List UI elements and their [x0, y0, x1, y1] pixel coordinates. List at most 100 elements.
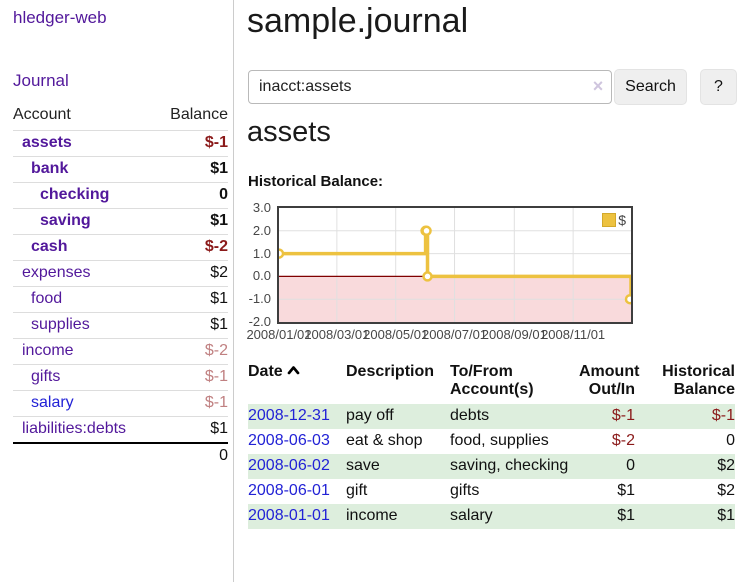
x-axis-tick-label: 2008/05/01: [363, 327, 429, 342]
account-link[interactable]: expenses: [22, 264, 91, 281]
register-column-header: Description: [346, 363, 435, 380]
transaction-balance: 0: [726, 432, 735, 449]
account-link[interactable]: saving: [40, 212, 91, 229]
account-balance: $-2: [155, 234, 228, 261]
sidebar-item-journal[interactable]: Journal: [13, 71, 69, 90]
legend-swatch-icon: [602, 213, 617, 227]
accounts-balance-table: Account Balance assets $-1 bank $1 checking 0…: [13, 102, 228, 469]
chart-label: Historical Balance:: [248, 173, 384, 190]
account-link[interactable]: food: [31, 290, 63, 307]
transaction-accounts: saving, checking: [450, 457, 569, 474]
chart-legend: $: [602, 212, 626, 228]
y-axis-tick-label: 0.0: [252, 268, 271, 284]
account-link[interactable]: salary: [31, 394, 74, 411]
search-input[interactable]: [248, 70, 612, 104]
account-link[interactable]: cash: [31, 238, 68, 255]
account-row: supplies $1: [13, 312, 228, 339]
spacer: [13, 442, 156, 469]
register-column-header: Historical Balance: [662, 363, 735, 398]
account-balance: 0: [155, 182, 228, 209]
accounts-total-row: 0: [13, 442, 228, 469]
register-row: 2008-06-03 eat & shop food, supplies $-2 0: [248, 429, 735, 454]
transaction-description: gift: [346, 482, 368, 499]
accounts-header-row: Account Balance: [13, 102, 228, 131]
account-balance: $1: [155, 286, 228, 313]
account-link[interactable]: supplies: [31, 316, 90, 333]
transaction-balance: $2: [717, 457, 735, 474]
transaction-accounts: salary: [450, 507, 493, 524]
register-header-row: Date Description To/From Account(s) Amount …: [248, 361, 735, 404]
transaction-date-link[interactable]: 2008-06-03: [248, 432, 330, 449]
accounts-total-balance: 0: [155, 442, 228, 469]
chart-plot-area: $: [277, 206, 633, 324]
accounts-header-balance: Balance: [155, 102, 228, 131]
legend-label: $: [618, 212, 626, 228]
account-row: income $-2: [13, 338, 228, 365]
transaction-date-link[interactable]: 2008-06-02: [248, 457, 330, 474]
clear-search-icon[interactable]: ×: [592, 76, 604, 96]
transaction-amount: $1: [617, 507, 635, 524]
account-row: cash $-2: [13, 234, 228, 261]
transaction-accounts: food, supplies: [450, 432, 549, 449]
account-balance: $-1: [155, 364, 228, 391]
account-row: saving $1: [13, 208, 228, 235]
account-balance: $1: [155, 312, 228, 339]
page-title: sample.journal: [247, 2, 469, 40]
transaction-accounts: gifts: [450, 482, 480, 499]
transaction-amount: 0: [626, 457, 635, 474]
transaction-accounts: debts: [450, 407, 490, 424]
transaction-date-link[interactable]: 2008-06-01: [248, 482, 330, 499]
transaction-amount: $1: [617, 482, 635, 499]
y-axis-tick-label: 2.0: [252, 222, 271, 238]
transaction-date-link[interactable]: 2008-01-01: [248, 507, 330, 524]
register-row: 2008-06-02 save saving, checking 0 $2: [248, 454, 735, 479]
register-row: 2008-06-01 gift gifts $1 $2: [248, 479, 735, 504]
account-balance: $-2: [155, 338, 228, 365]
account-link[interactable]: gifts: [31, 368, 61, 385]
y-axis-tick-label: -2.0: [248, 314, 271, 329]
account-link[interactable]: assets: [22, 134, 72, 151]
account-balance: $1: [155, 208, 228, 235]
register-row: 2008-12-31 pay off debts $-1 $-1: [248, 404, 735, 429]
transaction-description: save: [346, 457, 380, 474]
account-row: gifts $-1: [13, 364, 228, 391]
historical-balance-chart: $ 3.0 2.0 1.0 0.0 -1.0 -2.0 2008/01/01 2008/03/…: [240, 200, 740, 350]
transaction-balance: $1: [717, 507, 735, 524]
account-row: bank $1: [13, 156, 228, 183]
account-link[interactable]: checking: [40, 186, 110, 203]
sort-ascending-icon: [287, 366, 300, 375]
help-button[interactable]: ?: [700, 69, 737, 105]
brand-link[interactable]: hledger-web: [13, 8, 107, 27]
account-link[interactable]: liabilities:debts: [22, 420, 127, 437]
transaction-description: eat & shop: [346, 432, 423, 449]
accounts-header-account: Account: [13, 102, 156, 131]
transaction-balance: $2: [717, 482, 735, 499]
account-link[interactable]: income: [22, 342, 74, 359]
account-row: liabilities:debts $1: [13, 416, 228, 444]
account-row: expenses $2: [13, 260, 228, 287]
x-axis-tick-label: 2008/03/01: [304, 327, 370, 342]
x-axis-tick-label: 2008/07/01: [421, 327, 488, 342]
transaction-amount: $-1: [611, 407, 635, 424]
register-column-header: To/From Account(s): [450, 363, 534, 398]
account-row: checking 0: [13, 182, 228, 209]
account-balance: $1: [155, 156, 228, 183]
x-axis-tick-label: 2008/01/01: [246, 327, 312, 342]
account-balance: $2: [155, 260, 228, 287]
search-button[interactable]: Search: [614, 69, 687, 105]
y-axis-tick-label: 1.0: [252, 245, 271, 261]
transaction-balance: $-1: [711, 407, 735, 424]
y-axis-tick-label: 3.0: [252, 200, 271, 215]
y-axis-tick-label: -1.0: [248, 291, 271, 307]
register-row: 2008-01-01 income salary $1 $1: [248, 504, 735, 529]
account-row: assets $-1: [13, 130, 228, 157]
transaction-date-link[interactable]: 2008-12-31: [248, 407, 330, 424]
account-balance: $-1: [155, 130, 228, 157]
account-balance: $-1: [155, 390, 228, 417]
register-table: Date Description To/From Account(s) Amount …: [248, 361, 735, 529]
chart-canvas: [279, 208, 631, 322]
transaction-amount: $-2: [611, 432, 635, 449]
register-column-header[interactable]: Date: [248, 361, 346, 404]
account-link[interactable]: bank: [31, 160, 69, 177]
